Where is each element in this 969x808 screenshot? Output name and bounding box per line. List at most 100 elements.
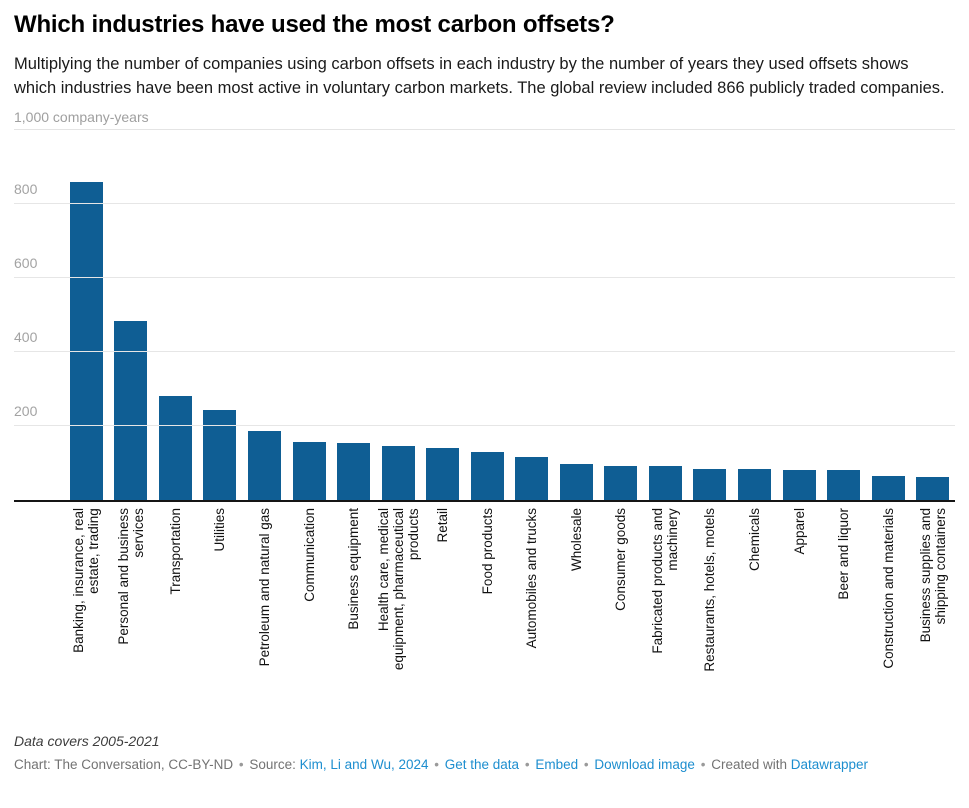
bar[interactable]: [737, 469, 771, 500]
bar-column: [910, 130, 955, 500]
x-axis-label: Fabricated products and machinery: [650, 508, 681, 654]
bar-column: [287, 130, 332, 500]
bar[interactable]: [648, 465, 682, 500]
x-axis-label: Beer and liquor: [836, 508, 852, 600]
x-axis-label: Utilities: [212, 508, 228, 552]
bar[interactable]: [69, 181, 103, 500]
plot-area: 200 400 600 800: [14, 129, 955, 502]
bar[interactable]: [426, 447, 460, 500]
bar[interactable]: [604, 465, 638, 500]
gridline: [14, 277, 955, 278]
x-axis-label-cell: Wholesale: [554, 502, 599, 724]
chart-description: Multiplying the number of companies usin…: [14, 55, 945, 97]
x-axis-label-cell: Beer and liquor: [821, 502, 866, 724]
y-tick-label: 600: [14, 255, 38, 271]
bar-column: [866, 130, 911, 500]
x-axis-label: Banking, insurance, real estate, trading: [71, 508, 102, 653]
x-axis-label-cell: Health care, medical equipment, pharmace…: [376, 502, 421, 724]
x-axis-label-cell: Consumer goods: [599, 502, 644, 724]
bar-column: [376, 130, 421, 500]
x-axis-label-cell: Transportation: [153, 502, 198, 724]
bar[interactable]: [337, 443, 371, 500]
bar[interactable]: [203, 410, 237, 500]
y-tick-label: 400: [14, 329, 38, 345]
bar[interactable]: [693, 468, 727, 500]
bar-column: [331, 130, 376, 500]
get-data-link[interactable]: Get the data: [444, 757, 520, 772]
bars-container: [64, 130, 955, 500]
page-title: Which industries have used the most carb…: [14, 11, 615, 38]
x-axis-label: Retail: [435, 508, 451, 543]
x-axis-label-cell: Retail: [420, 502, 465, 724]
chart-credit: Chart: The Conversation, CC-BY-ND: [14, 757, 234, 772]
bar[interactable]: [381, 445, 415, 500]
bar-column: [465, 130, 510, 500]
bar[interactable]: [515, 456, 549, 500]
x-axis-label-cell: Automobiles and trucks: [509, 502, 554, 724]
x-axis-label: Restaurants, hotels, motels: [702, 508, 718, 672]
gridline: [14, 203, 955, 204]
bar-column: [109, 130, 154, 500]
x-axis-label: Wholesale: [568, 508, 584, 572]
x-axis-label: Automobiles and trucks: [524, 508, 540, 649]
x-axis-label: Food products: [479, 508, 495, 595]
bar[interactable]: [470, 451, 504, 500]
bar[interactable]: [158, 395, 192, 500]
bar[interactable]: [782, 469, 816, 500]
x-axis-label-cell: Food products: [465, 502, 510, 724]
x-axis-labels: Banking, insurance, real estate, trading…: [14, 502, 955, 724]
x-axis-label-cell: Utilities: [198, 502, 243, 724]
bar-column: [821, 130, 866, 500]
bar-column: [732, 130, 777, 500]
x-axis-label-cell: Chemicals: [732, 502, 777, 724]
bar-column: [153, 130, 198, 500]
x-axis-label-cell: Restaurants, hotels, motels: [688, 502, 733, 724]
x-axis-label-cell: Apparel: [777, 502, 822, 724]
x-axis-label: Business supplies and shipping container…: [917, 508, 948, 643]
x-axis-label: Transportation: [167, 508, 183, 595]
bar-column: [509, 130, 554, 500]
x-axis-label-cell: Business supplies and shipping container…: [910, 502, 955, 724]
separator-dot: •: [700, 757, 706, 772]
y-tick-label: 800: [14, 181, 38, 197]
bar[interactable]: [292, 442, 326, 500]
gridline: [14, 425, 955, 426]
x-axis-label: Personal and business services: [115, 508, 146, 645]
bar[interactable]: [559, 464, 593, 500]
x-axis-label: Chemicals: [746, 508, 762, 572]
bar-column: [599, 130, 644, 500]
footer-note: Data covers 2005-2021: [14, 733, 160, 749]
download-image-link[interactable]: Download image: [594, 757, 695, 772]
gridline: [14, 351, 955, 352]
bar-column: [420, 130, 465, 500]
source-label: Source:: [249, 757, 296, 772]
separator-dot: •: [238, 757, 244, 772]
y-axis-unit-label: 1,000 company-years: [14, 109, 149, 125]
x-axis-label: Consumer goods: [613, 508, 629, 611]
source-link[interactable]: Kim, Li and Wu, 2024: [299, 757, 429, 772]
bar[interactable]: [871, 475, 905, 500]
separator-dot: •: [583, 757, 589, 772]
bar[interactable]: [916, 476, 950, 500]
x-axis-label-cell: Business equipment: [331, 502, 376, 724]
bar[interactable]: [247, 430, 281, 500]
embed-link[interactable]: Embed: [535, 757, 579, 772]
attribution-line: Chart: The Conversation, CC-BY-ND • Sour…: [14, 757, 955, 772]
x-axis-label-cell: Personal and business services: [109, 502, 154, 724]
bar-column: [777, 130, 822, 500]
bar[interactable]: [114, 320, 148, 500]
bar-column: [198, 130, 243, 500]
x-axis-label: Apparel: [791, 508, 807, 555]
bar-column: [643, 130, 688, 500]
x-axis-label-cell: Petroleum and natural gas: [242, 502, 287, 724]
bar[interactable]: [827, 470, 861, 500]
separator-dot: •: [434, 757, 439, 772]
x-axis-label-cell: Communication: [287, 502, 332, 724]
y-tick-label: 200: [14, 403, 38, 419]
bar-column: [554, 130, 599, 500]
datawrapper-link[interactable]: Datawrapper: [790, 757, 869, 772]
x-axis-label-cell: Construction and materials: [866, 502, 911, 724]
x-axis-label: Business equipment: [346, 508, 362, 630]
x-axis-label: Construction and materials: [880, 508, 896, 669]
